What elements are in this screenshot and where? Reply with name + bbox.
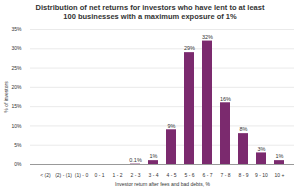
svg-text:8 - 9: 8 - 9 bbox=[238, 172, 248, 178]
svg-text:20%: 20% bbox=[11, 84, 22, 90]
svg-text:9%: 9% bbox=[168, 123, 176, 129]
svg-text:25%: 25% bbox=[11, 65, 22, 71]
svg-text:5 - 6: 5 - 6 bbox=[184, 172, 194, 178]
svg-text:1 - 2: 1 - 2 bbox=[112, 172, 122, 178]
svg-text:(1) - 0: (1) - 0 bbox=[75, 172, 89, 178]
svg-text:1%: 1% bbox=[276, 153, 284, 159]
svg-text:3 - 4: 3 - 4 bbox=[148, 172, 158, 178]
svg-text:0.1%: 0.1% bbox=[129, 157, 142, 163]
svg-text:% of investors: % of investors bbox=[3, 81, 9, 113]
svg-text:9 - 10: 9 - 10 bbox=[255, 172, 268, 178]
svg-text:2 - 3: 2 - 3 bbox=[130, 172, 140, 178]
svg-text:10 +: 10 + bbox=[275, 172, 285, 178]
svg-text:29%: 29% bbox=[184, 45, 195, 51]
svg-text:< (2): < (2) bbox=[40, 172, 51, 178]
svg-text:16%: 16% bbox=[220, 96, 231, 102]
svg-text:35%: 35% bbox=[11, 26, 22, 32]
svg-text:0%: 0% bbox=[14, 161, 22, 167]
svg-text:32%: 32% bbox=[202, 34, 213, 40]
svg-text:8%: 8% bbox=[240, 126, 248, 132]
svg-text:3%: 3% bbox=[258, 146, 266, 152]
svg-text:30%: 30% bbox=[11, 45, 22, 51]
svg-text:7 - 8: 7 - 8 bbox=[220, 172, 230, 178]
html-text:Distribution of net returns fo: Distribution of net returns for investor… bbox=[35, 3, 265, 21]
svg-text:1%: 1% bbox=[150, 153, 158, 159]
svg-text:10%: 10% bbox=[11, 123, 22, 129]
svg-text:0 - 1: 0 - 1 bbox=[94, 172, 104, 178]
svg-text:4 - 5: 4 - 5 bbox=[166, 172, 176, 178]
svg-text:15%: 15% bbox=[11, 103, 22, 109]
svg-text:(2) - (1): (2) - (1) bbox=[55, 172, 72, 178]
svg-text:5%: 5% bbox=[14, 142, 22, 148]
svg-text:Investor return after fees and: Investor return after fees and bad debts… bbox=[115, 181, 210, 187]
svg-text:6 - 7: 6 - 7 bbox=[202, 172, 212, 178]
